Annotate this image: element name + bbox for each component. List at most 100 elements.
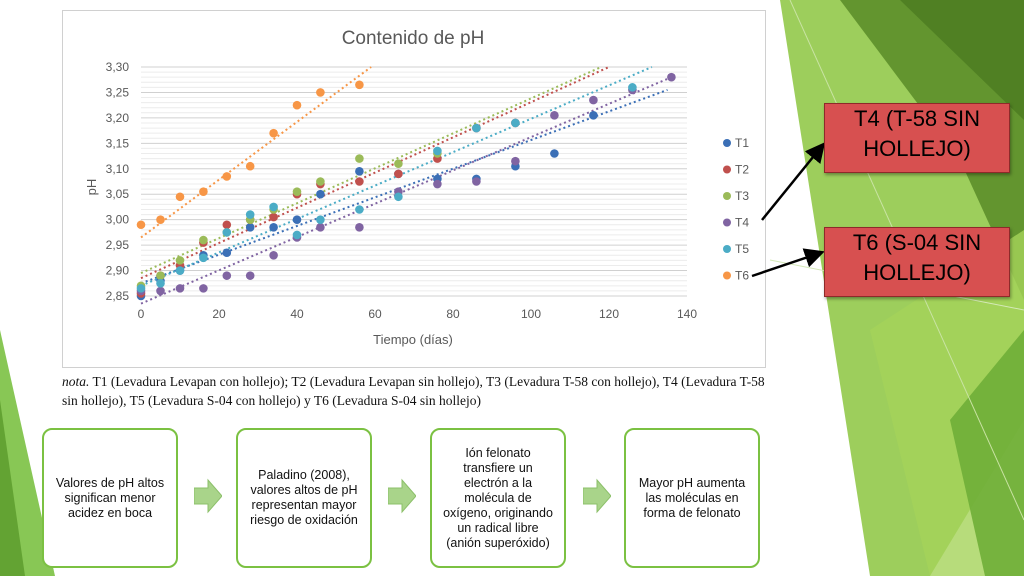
data-point-t1 <box>316 189 325 199</box>
legend-label: T5 <box>735 242 749 256</box>
x-tick-label: 100 <box>521 307 541 321</box>
legend-marker <box>723 139 731 147</box>
data-point-t2 <box>355 177 364 186</box>
data-point-t4 <box>199 284 208 293</box>
x-tick-label: 0 <box>138 307 145 321</box>
data-point-t1 <box>550 149 559 158</box>
data-point-t5 <box>156 278 165 288</box>
data-point-t5 <box>316 215 325 224</box>
data-point-t2 <box>222 220 232 230</box>
data-point-t4 <box>175 284 185 293</box>
callout-t6: T6 (S-04 SIN HOLLEJO) <box>824 227 1010 297</box>
data-point-t1 <box>589 111 598 120</box>
flow-step-2: Paladino (2008), valores altos de pH rep… <box>236 428 372 568</box>
data-point-t1 <box>222 248 232 258</box>
data-point-t6 <box>292 100 302 110</box>
x-axis-label: Tiempo (días) <box>373 332 453 347</box>
data-point-t5 <box>292 230 302 240</box>
data-point-t3 <box>316 177 325 186</box>
legend-marker <box>723 245 731 253</box>
y-tick-label: 3,15 <box>106 136 130 150</box>
callout-t6-line2: HOLLEJO) <box>863 260 971 285</box>
data-point-t5 <box>394 192 403 202</box>
chart-note: nota. T1 (Levadura Levapan con hollejo);… <box>62 372 782 410</box>
note-lead: nota. <box>62 374 90 389</box>
legend-marker <box>723 218 731 227</box>
y-tick-label: 2,90 <box>106 264 130 278</box>
trendline-t1 <box>140 88 668 285</box>
legend-label: T3 <box>735 189 749 203</box>
data-point-t6 <box>136 220 146 230</box>
trendline-t3 <box>140 66 602 275</box>
chart-title: Contenido de pH <box>342 28 485 49</box>
data-point-t5 <box>136 284 146 293</box>
flow-step-3: Ión felonato transfiere un electrón a la… <box>430 428 566 568</box>
data-point-t2 <box>269 212 278 222</box>
y-tick-label: 2,95 <box>106 238 130 252</box>
flow-arrow-icon <box>583 478 611 514</box>
data-point-t1 <box>245 223 255 232</box>
data-point-t5 <box>628 83 637 92</box>
data-point-t1 <box>269 223 278 232</box>
callout-t4: T4 (T-58 SIN HOLLEJO) <box>824 103 1010 173</box>
data-point-t6 <box>245 161 255 171</box>
data-point-t5 <box>472 123 481 133</box>
data-point-t6 <box>199 187 208 196</box>
data-point-t4 <box>316 223 325 232</box>
legend-label: T4 <box>735 216 749 230</box>
y-tick-label: 2,85 <box>106 289 130 303</box>
data-point-t4 <box>355 223 364 232</box>
y-tick-label: 3,30 <box>106 60 130 74</box>
x-tick-label: 80 <box>446 307 460 321</box>
data-point-t4 <box>589 95 598 105</box>
y-tick-label: 3,20 <box>106 111 130 125</box>
flow-step-4: Mayor pH aumenta las moléculas en forma … <box>624 428 760 568</box>
legend-label: T6 <box>735 269 749 283</box>
callout-t4-line2: HOLLEJO) <box>863 136 971 161</box>
data-point-t5 <box>245 210 255 219</box>
data-point-t3 <box>394 159 403 168</box>
data-point-t4 <box>269 250 278 260</box>
trendline-t4 <box>140 76 672 305</box>
callout-arrow-t6 <box>751 248 825 278</box>
data-point-t6 <box>316 88 325 97</box>
data-point-t5 <box>433 146 442 156</box>
data-point-t6 <box>175 192 185 202</box>
data-point-t3 <box>175 256 185 265</box>
data-point-t5 <box>199 253 208 263</box>
callout-arrow-t4 <box>761 142 826 221</box>
data-point-t1 <box>292 215 302 224</box>
data-point-t4 <box>472 177 481 186</box>
y-tick-label: 3,25 <box>106 85 130 99</box>
legend-label: T1 <box>735 136 749 150</box>
data-point-t4 <box>667 72 676 82</box>
x-tick-label: 140 <box>677 307 697 321</box>
flow-step-1: Valores de pH altos significan menor aci… <box>42 428 178 568</box>
ph-scatter-chart: Contenido de pH pH Tiempo (días) 2,85 2,9… <box>84 28 749 347</box>
legend-marker <box>723 271 731 280</box>
y-tick-label: 3,00 <box>106 213 130 227</box>
legend-marker <box>723 165 731 174</box>
legend-marker <box>723 192 731 200</box>
data-point-t5 <box>222 228 232 237</box>
x-tick-label: 120 <box>599 307 619 321</box>
x-tick-label: 20 <box>212 307 226 321</box>
callout-t6-line1: T6 (S-04 SIN <box>852 230 982 255</box>
data-point-t4 <box>222 271 232 280</box>
data-point-t6 <box>269 128 278 138</box>
y-tick-label: 3,10 <box>106 162 130 176</box>
data-point-t5 <box>511 118 520 128</box>
x-tick-label: 40 <box>290 307 304 321</box>
data-point-t6 <box>222 172 232 181</box>
callout-t4-line1: T4 (T-58 SIN <box>854 106 980 131</box>
x-tick-label: 60 <box>368 307 382 321</box>
data-point-t4 <box>245 271 255 280</box>
data-point-t5 <box>269 202 278 212</box>
data-point-t5 <box>355 205 364 214</box>
data-point-t4 <box>433 179 442 189</box>
data-point-t4 <box>511 156 520 166</box>
data-point-t5 <box>175 266 185 275</box>
data-point-t4 <box>156 286 165 296</box>
data-point-t3 <box>156 271 165 280</box>
